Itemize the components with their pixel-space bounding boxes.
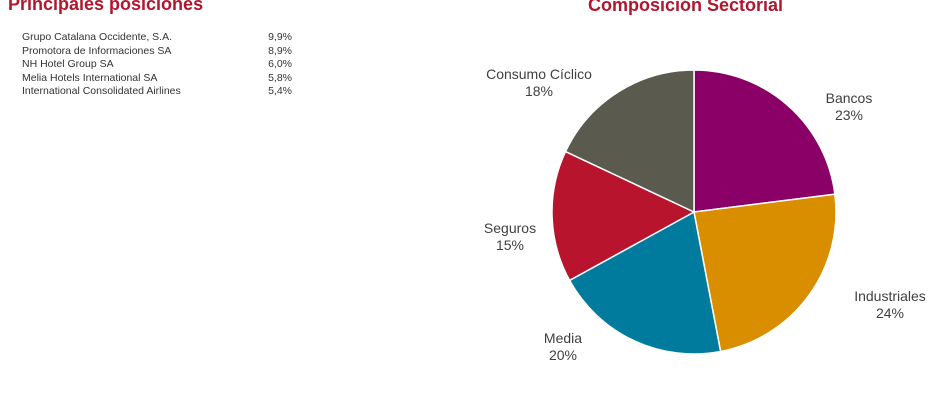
slice-value-label: 23%: [835, 107, 863, 123]
pie-slice-industriales: [693, 193, 837, 353]
slice-label: Seguros: [484, 220, 536, 236]
pie-slice-consumo-c-clico: [564, 69, 695, 214]
positions-row: Melia Hotels International SA 5,8%: [22, 72, 292, 86]
position-name: International Consolidated Airlines: [22, 85, 181, 97]
position-weight: 6,0%: [268, 58, 292, 70]
slice-value-label: 15%: [496, 237, 524, 253]
slice-value-label: 18%: [525, 83, 553, 99]
positions-row: International Consolidated Airlines 5,4%: [22, 85, 292, 99]
pie-slice-bancos: [693, 69, 836, 213]
pie-slice-media: [568, 210, 722, 355]
chart-title: Composición Sectorial: [588, 0, 784, 15]
positions-title: Principales posiciones: [8, 0, 204, 14]
position-weight: 5,4%: [268, 85, 292, 97]
position-name: Grupo Catalana Occidente, S.A.: [22, 31, 172, 43]
position-name: NH Hotel Group SA: [22, 58, 114, 70]
position-name: Promotora de Informaciones SA: [22, 44, 172, 57]
position-weight: 5,8%: [268, 71, 292, 84]
slice-value-label: 20%: [549, 347, 577, 363]
position-weight: 9,9%: [268, 31, 292, 43]
slice-label: Bancos: [826, 90, 873, 106]
slice-value-label: 24%: [876, 305, 904, 321]
pie-slice-seguros: [551, 150, 696, 282]
slice-label: Industriales: [854, 288, 926, 304]
positions-row: NH Hotel Group SA 6,0%: [22, 58, 292, 72]
position-name: Melia Hotels International SA: [22, 71, 158, 84]
positions-row: Promotora de Informaciones SA 8,9%: [22, 45, 292, 59]
positions-table: Grupo Catalana Occidente, S.A. 9,9% Promot…: [22, 31, 292, 99]
slice-label: Media: [544, 330, 582, 346]
positions-row: Grupo Catalana Occidente, S.A. 9,9%: [22, 31, 292, 45]
slice-label: Consumo Cíclico: [486, 66, 592, 82]
position-weight: 8,9%: [268, 44, 292, 57]
